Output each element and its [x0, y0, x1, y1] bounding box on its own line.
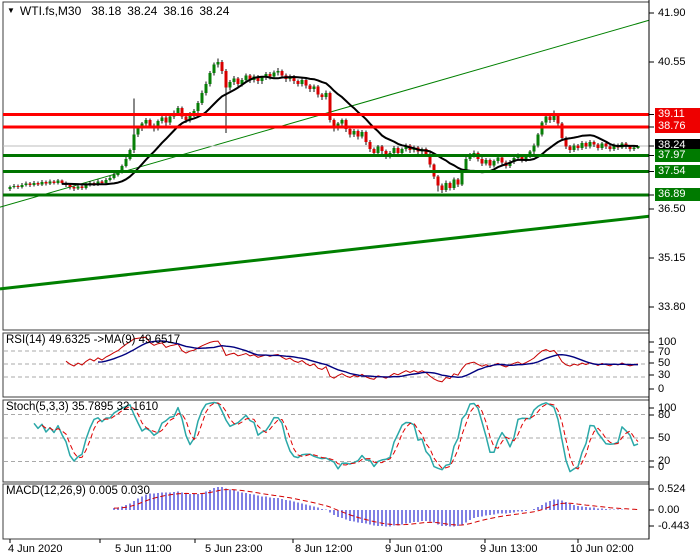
- macd-signal-line: [113, 489, 639, 526]
- stoch-axis-label: 100: [658, 402, 677, 414]
- candles-layer: [8, 58, 640, 194]
- time-axis-label: 8 Jun 12:00: [295, 543, 353, 555]
- stoch-axis-label: 50: [658, 432, 671, 444]
- time-axis-label: 9 Jun 01:00: [385, 543, 443, 555]
- macd-axis-label: 0.00: [658, 504, 680, 516]
- time-axis-label: 5 Jun 11:00: [115, 543, 172, 555]
- stoch-axis-label: 80: [658, 409, 671, 421]
- quote-low: 38.16: [163, 4, 194, 18]
- stoch-indicator-label: Stoch(5,3,3) 35.7895 32.1610: [6, 401, 159, 413]
- price-axis-label: 33.80: [658, 301, 686, 314]
- quote-high: 38.24: [127, 4, 158, 18]
- price-tag-support: 37.54: [655, 164, 700, 178]
- quote-open: 38.18: [91, 4, 122, 18]
- stoch-axis-label: 20: [658, 455, 671, 467]
- trend-line[interactable]: [0, 214, 650, 291]
- time-axis-label: 4 Jun 2020: [8, 543, 63, 555]
- price-axis-label: 40.55: [658, 56, 686, 68]
- price-tag-current: 38.24: [655, 139, 700, 153]
- macd-axis-label: 0.524: [658, 483, 686, 495]
- stoch-k-line: [33, 401, 639, 473]
- rsi-indicator-label: RSI(14) 49.6325 ->MA(9) 49.6517: [6, 334, 181, 346]
- price-axis: [648, 0, 654, 539]
- rsi-axis-label: 30: [658, 369, 671, 381]
- rsi-axis-label: 70: [658, 346, 671, 358]
- symbol-dropdown-icon[interactable]: ▼: [7, 6, 15, 15]
- stoch-d-line: [41, 402, 639, 470]
- horizontal-levels: [3, 112, 649, 197]
- price-axis-label: 35.15: [658, 252, 686, 265]
- macd-histogram: [113, 486, 639, 527]
- price-tag-support: 37.97: [655, 149, 700, 163]
- time-axis-label: 5 Jun 23:00: [205, 543, 263, 555]
- rsi-axis-label: 100: [658, 336, 677, 348]
- rsi-axis-label: 0: [658, 383, 665, 395]
- price-axis-label: 41.90: [658, 7, 686, 19]
- price-tag-resistance: 39.11: [655, 107, 700, 121]
- chart-header: ▼ WTI.fs,M30 38.18 38.24 38.16 38.24: [7, 4, 235, 18]
- time-axis-label: 10 Jun 02:00: [570, 543, 634, 555]
- time-axis-label: 9 Jun 13:00: [480, 543, 538, 555]
- time-axis-ticks: [9, 539, 579, 543]
- price-axis-label: 36.50: [658, 203, 686, 216]
- quote-close: 38.24: [199, 4, 230, 18]
- rsi-line: [65, 336, 639, 383]
- rsi-axis-label: 50: [658, 357, 671, 369]
- price-tag-resistance: 38.76: [655, 120, 700, 134]
- macd-axis-label: -0.443: [658, 520, 690, 532]
- macd-indicator-label: MACD(12,26,9) 0.005 0.030: [6, 485, 150, 497]
- price-tag-support: 36.89: [655, 188, 700, 202]
- symbol-period-label: WTI.fs,M30: [19, 4, 82, 18]
- rsi-ma-line: [97, 340, 639, 379]
- stoch-axis-label: 0: [658, 461, 665, 473]
